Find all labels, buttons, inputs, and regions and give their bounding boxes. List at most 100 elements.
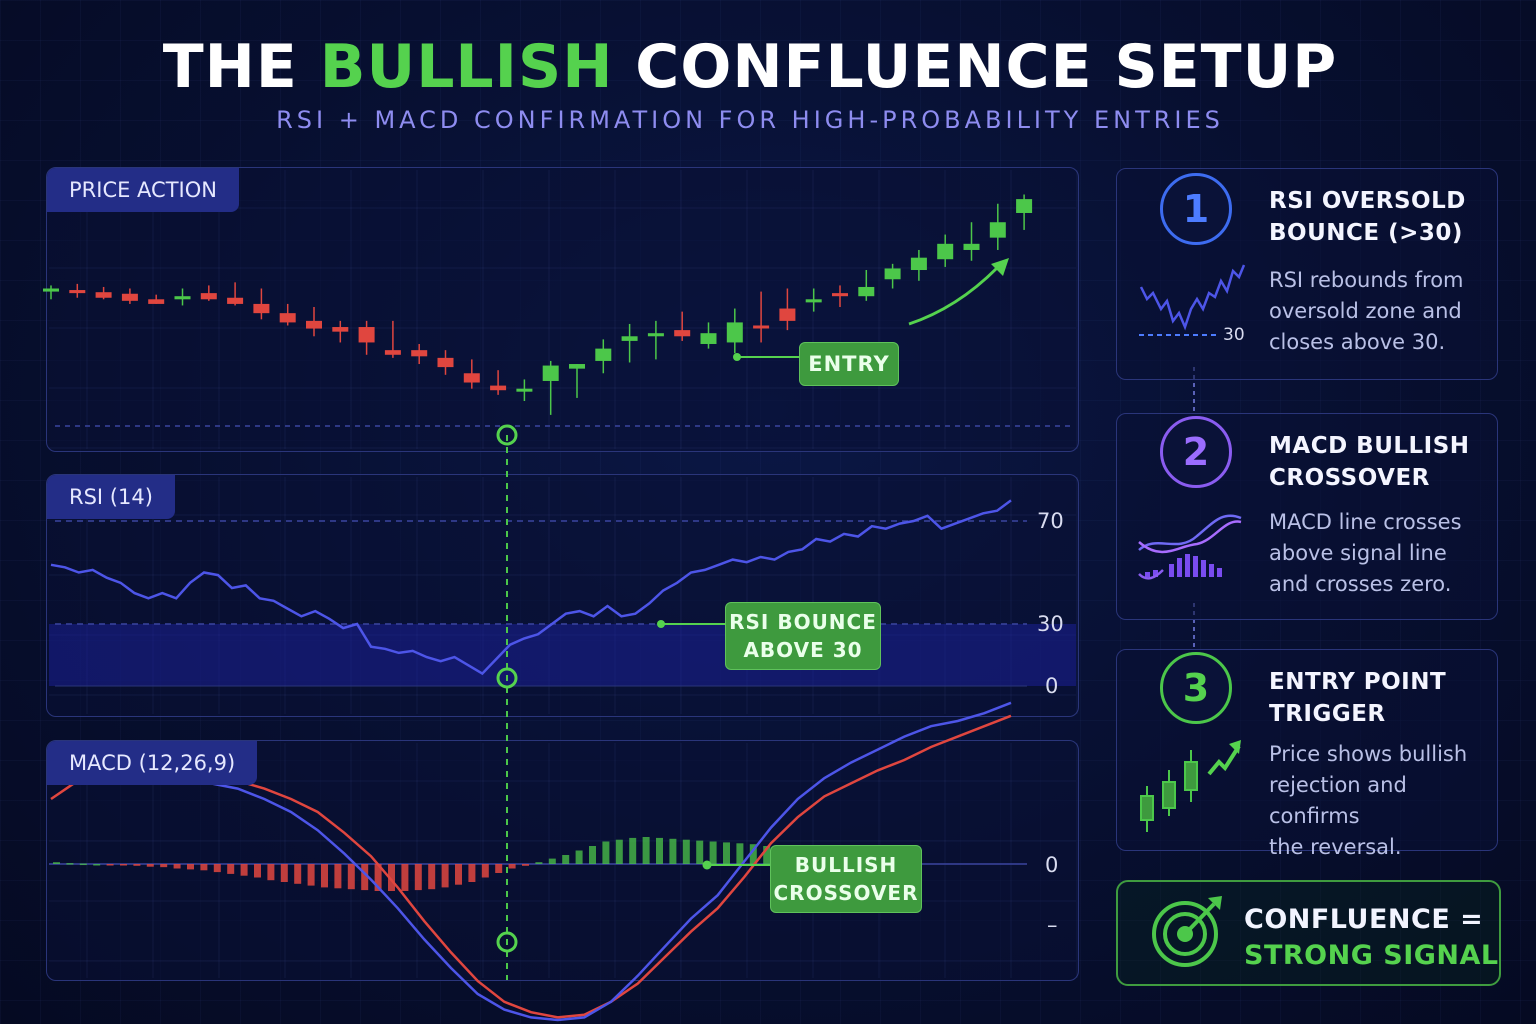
candle-body [516, 388, 533, 392]
macd-histogram-bar [173, 864, 181, 869]
rsi-line [50, 499, 1012, 676]
macd-histogram-bar [240, 864, 248, 876]
candle-body [43, 288, 59, 292]
candle-body [674, 330, 691, 337]
candle-body [779, 308, 796, 321]
confluence-box: CONFLUENCE = STRONG SIGNAL [1116, 880, 1501, 986]
macd-histogram-bar [656, 837, 663, 864]
macd-histogram-bar [374, 864, 382, 891]
entry-callout: ENTRY [799, 342, 899, 386]
candle-body [69, 290, 86, 294]
candle-body [174, 296, 191, 300]
candle-body [200, 293, 217, 300]
candle-body [569, 364, 585, 369]
macd-histogram-bar [602, 841, 610, 864]
candle-body [253, 303, 270, 314]
candle-body [832, 293, 848, 297]
candle-body [805, 299, 822, 303]
candle-body [726, 322, 743, 343]
step-title-2: MACD BULLISH CROSSOVER [1269, 433, 1470, 491]
candle-body [621, 336, 638, 341]
macd-histogram-bar [481, 864, 489, 878]
candle-body [411, 350, 428, 357]
step-title-3: ENTRY POINT TRIGGER [1269, 669, 1447, 727]
rsi-panel: RSI (14) 70 30 0 RSI BOUNCE ABOVE 30 [46, 474, 1079, 717]
price-panel-tag: PRICE ACTION [47, 168, 239, 212]
macd-histogram-bar [763, 846, 771, 864]
candle-body [753, 325, 770, 329]
macd-panel: MACD (12,26,9) 0 – BULLISH CROSSOVER [46, 701, 1079, 1022]
candle-body [95, 292, 112, 298]
panel-grid [49, 170, 1078, 449]
macd-panel-tag: MACD (12,26,9) [47, 741, 258, 785]
macd-histogram-bar [213, 864, 221, 873]
step-desc-3: Price shows bullish rejection and confirm… [1269, 742, 1468, 859]
candle-body [437, 357, 454, 368]
macd-histogram-bar [548, 858, 556, 864]
candle-body [937, 243, 954, 260]
macd-histogram-bar [575, 850, 583, 864]
target-arrow-icon [1152, 896, 1222, 967]
bullish-crossover-callout-line2: CROSSOVER [773, 881, 919, 905]
macd-histogram-bar [347, 864, 355, 890]
macd-histogram-bar [749, 844, 757, 864]
macd-histogram-bar [455, 864, 462, 885]
macd-histogram-bar [642, 837, 650, 864]
macd-histogram-bar [723, 842, 730, 864]
candle-body [148, 299, 165, 304]
macd-level-0: 0 [1045, 853, 1059, 877]
macd-histogram-bar [535, 862, 543, 864]
step-desc-1: RSI rebounds from oversold zone and closes… [1269, 268, 1464, 354]
macd-histogram-bar [522, 864, 529, 866]
macd-histogram-bar [267, 864, 275, 881]
entry-pointer-dot [733, 353, 741, 361]
macd-histogram-bar [160, 864, 168, 868]
rsi-level-0: 0 [1045, 674, 1059, 698]
macd-histogram-bar [200, 864, 208, 871]
candle-body [279, 313, 296, 323]
step-desc-2: MACD line crosses above signal line and cr… [1269, 510, 1462, 596]
step-card-3: 3 ENTRY POINT TRIGGER Price shows bullish… [1116, 649, 1498, 859]
macd-histogram-bar [133, 864, 141, 866]
macd-histogram-bar [589, 846, 596, 864]
macd-histogram-bar [615, 839, 623, 864]
macd-histogram-bar [93, 864, 101, 866]
macd-histogram-bar [441, 864, 449, 888]
rsi-bounce-pointer-dot [657, 620, 665, 628]
macd-histogram-bar [120, 864, 127, 866]
bullish-crossover-callout-line1: BULLISH [794, 853, 898, 877]
trend-arrow-line [908, 266, 999, 326]
candle-body [1016, 199, 1033, 213]
macd-histogram-bar [307, 864, 315, 886]
rsi-oversold-zone [49, 624, 1076, 686]
step-title-1: RSI OVERSOLD BOUNCE (>30) [1269, 188, 1466, 246]
candle-body [989, 222, 1006, 238]
macd-histogram-bar [495, 864, 503, 873]
macd-histogram-bar [66, 863, 74, 865]
macd-histogram-bar [79, 863, 87, 866]
trend-arrow-head [991, 258, 1009, 276]
rsi-bounce-callout-line1: RSI BOUNCE [729, 610, 877, 634]
macd-histogram-bar [388, 864, 395, 891]
candle-body [463, 373, 480, 383]
candle-body [121, 293, 138, 301]
macd-histogram-bar [682, 839, 690, 864]
candle-body [306, 320, 322, 329]
step-number-3: 3 [1160, 652, 1232, 724]
candle-body [542, 365, 559, 381]
price-panel: PRICE ACTION ENTRY [43, 167, 1079, 452]
candle-body [490, 385, 507, 391]
macd-histogram-bar [254, 864, 261, 878]
macd-histogram-bar [414, 864, 422, 891]
candle-body [227, 297, 244, 304]
bullish-crossover-callout: BULLISH CROSSOVER [770, 845, 922, 913]
rsi-bounce-callout: RSI BOUNCE ABOVE 30 [725, 602, 881, 670]
macd-histogram-bar [736, 843, 744, 864]
candle-body [858, 286, 875, 297]
macd-histogram-bar [709, 841, 717, 864]
crossover-pointer-dot [702, 860, 712, 870]
macd-histogram-bar [106, 864, 114, 866]
macd-histogram-bar [187, 864, 194, 870]
step-card-2: 2 MACD BULLISH CROSSOVER MACD line crosse… [1116, 413, 1498, 620]
page-subtitle: RSI + MACD CONFIRMATION FOR HIGH-PROBABI… [276, 106, 1224, 134]
